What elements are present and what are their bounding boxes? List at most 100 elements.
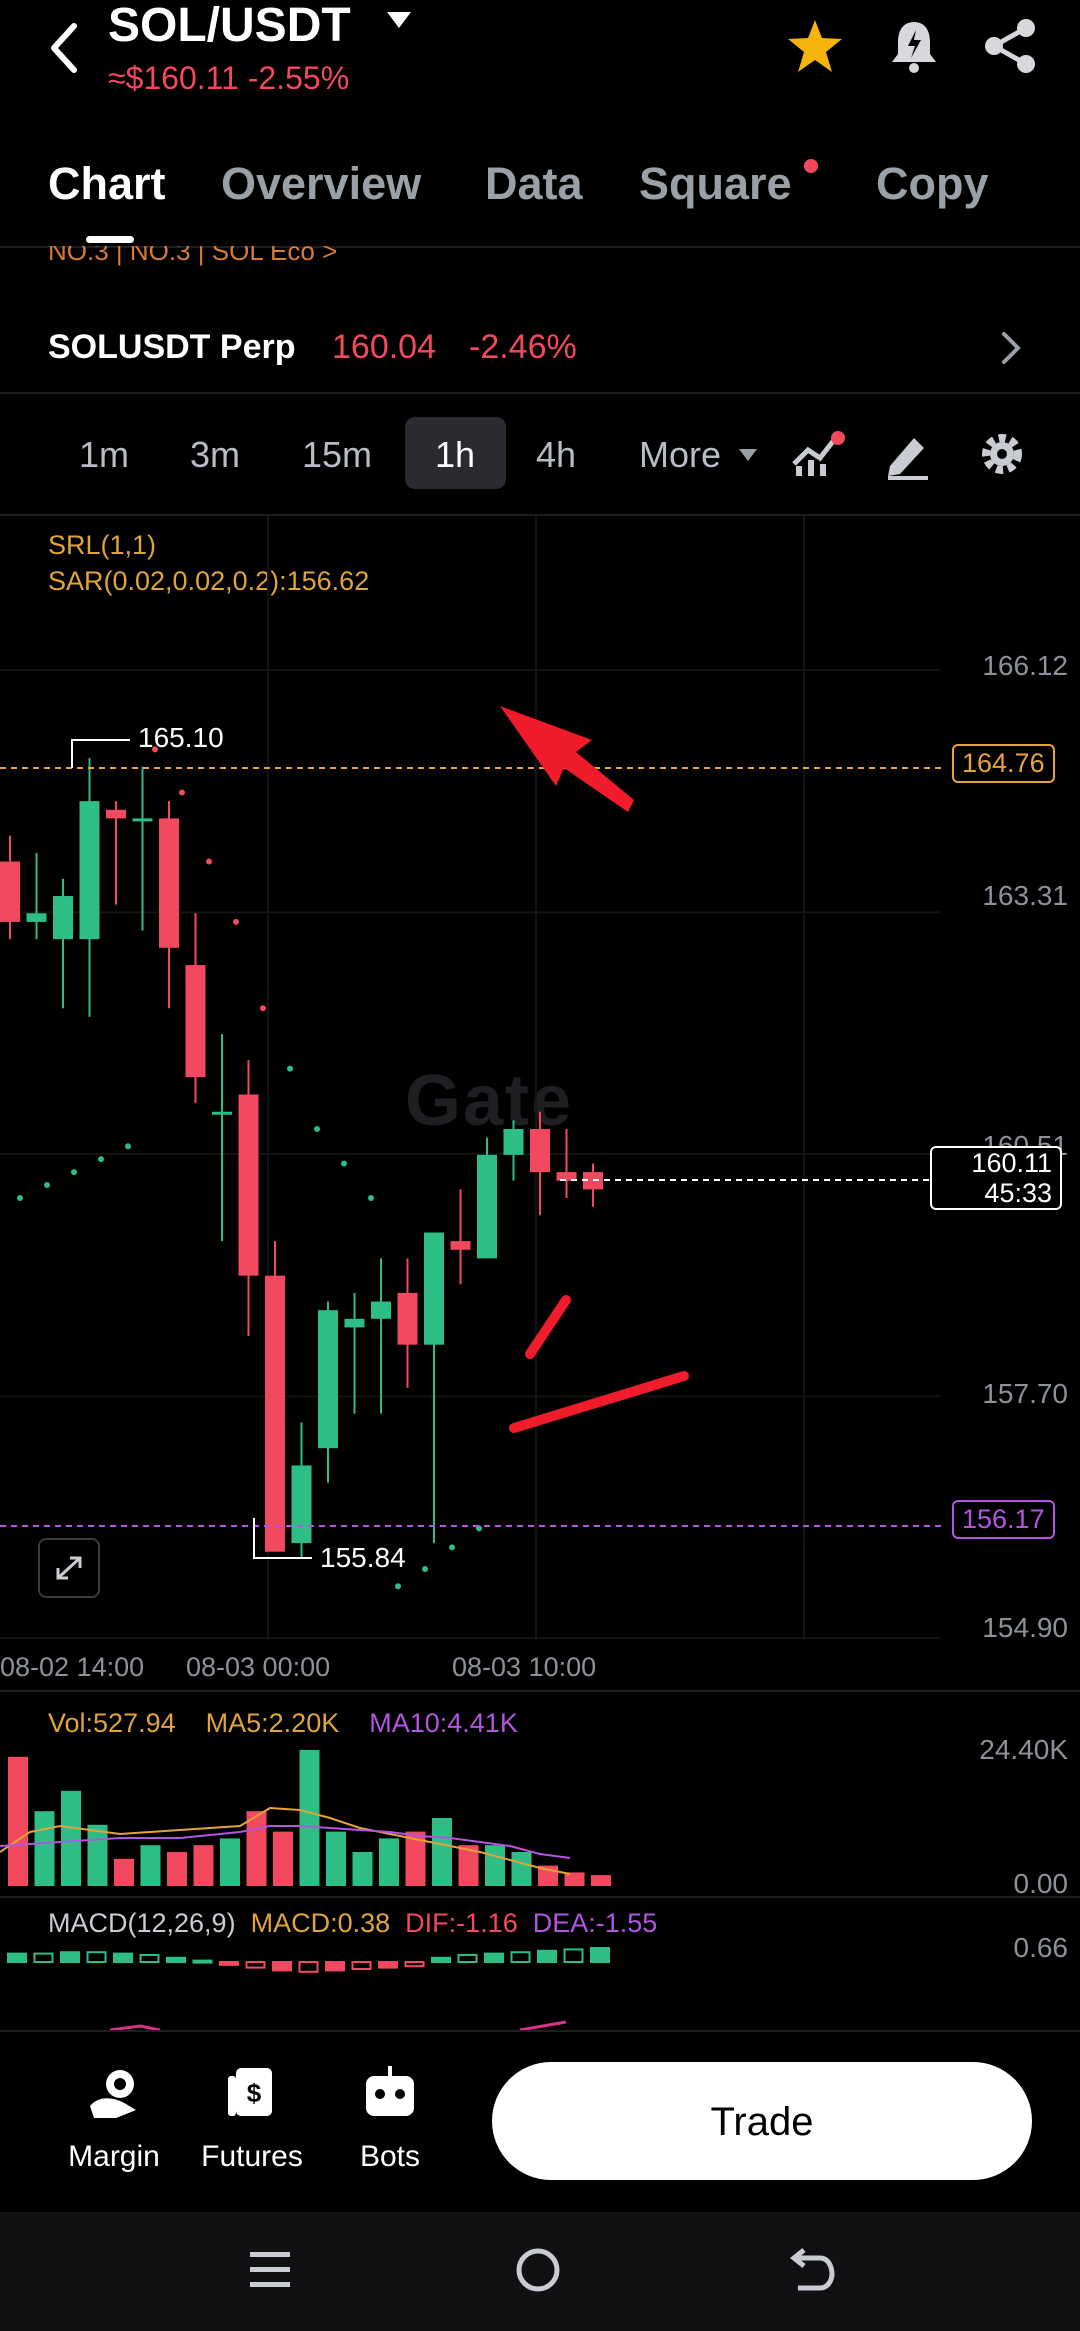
draw-tool-icon[interactable] bbox=[884, 430, 932, 480]
volume-bar bbox=[8, 1756, 28, 1886]
countdown: 45:33 bbox=[984, 1178, 1052, 1208]
expand-icon[interactable] bbox=[38, 1538, 100, 1598]
macd-bar bbox=[139, 1954, 160, 1963]
candle bbox=[344, 1318, 365, 1328]
home-icon[interactable] bbox=[514, 2246, 562, 2294]
price-axis-label: 154.90 bbox=[982, 1612, 1068, 1643]
candle bbox=[397, 1292, 418, 1345]
tab-chart[interactable]: Chart bbox=[48, 158, 166, 209]
volume-bar bbox=[193, 1845, 214, 1886]
candle bbox=[371, 1301, 391, 1319]
high-marker-line bbox=[71, 739, 130, 768]
price-axis-label: 157.70 bbox=[982, 1378, 1068, 1409]
tab-square[interactable]: Square bbox=[639, 158, 792, 209]
divider bbox=[0, 514, 1080, 516]
timeframe-1h[interactable]: 1h bbox=[435, 434, 476, 475]
low-marker-line bbox=[253, 1518, 312, 1559]
volume-bar bbox=[379, 1838, 399, 1886]
timeframe-3m[interactable]: 3m bbox=[190, 434, 241, 475]
macd-value: MACD:0.38 bbox=[250, 1908, 391, 1938]
candle bbox=[450, 1241, 471, 1250]
trade-button[interactable]: Trade bbox=[492, 2062, 1032, 2180]
time-axis-label: 08-02 14:00 bbox=[0, 1652, 145, 1682]
volume-value: Vol:527.94 bbox=[48, 1708, 176, 1738]
volume-bar bbox=[352, 1852, 373, 1886]
chevron-right-icon[interactable] bbox=[996, 328, 1026, 368]
volume-bar bbox=[326, 1831, 346, 1886]
price-tag-purple: 156.17 bbox=[952, 1500, 1055, 1539]
macd-bar bbox=[113, 1952, 133, 1963]
macd-bar bbox=[166, 1956, 186, 1964]
macd-bar bbox=[590, 1947, 610, 1963]
volume-bar bbox=[485, 1845, 505, 1886]
back-nav-icon[interactable] bbox=[786, 2248, 836, 2292]
timeframe-more[interactable]: More bbox=[639, 434, 722, 475]
tab-overview[interactable]: Overview bbox=[221, 158, 422, 209]
futures-icon[interactable]: $ bbox=[226, 2066, 276, 2122]
macd-bar bbox=[60, 1951, 80, 1963]
srl-indicator: SRL(1,1) bbox=[48, 530, 157, 560]
macd-bar bbox=[431, 1956, 451, 1964]
margin-icon[interactable] bbox=[86, 2066, 140, 2126]
candlestick-chart[interactable] bbox=[0, 516, 1080, 1696]
watermark-logo: Gate bbox=[405, 1061, 574, 1141]
ma5-line bbox=[0, 1806, 571, 1875]
bots-icon[interactable] bbox=[362, 2064, 418, 2122]
indicator-icon[interactable] bbox=[790, 430, 846, 478]
svg-text:$: $ bbox=[247, 2078, 262, 2108]
dea-line bbox=[519, 2020, 567, 2030]
sar-dot bbox=[314, 1125, 320, 1132]
sar-dot bbox=[44, 1182, 50, 1189]
perp-price: 160.04 bbox=[332, 328, 436, 366]
price-change: ≈$160.11 -2.55% bbox=[108, 60, 350, 96]
candle bbox=[26, 913, 47, 922]
bots-label[interactable]: Bots bbox=[359, 2140, 421, 2173]
volume-bar bbox=[140, 1845, 161, 1886]
sar-dot bbox=[125, 1143, 131, 1150]
volume-bar bbox=[405, 1831, 426, 1886]
timeframe-4h[interactable]: 4h bbox=[536, 434, 577, 475]
macd-bar bbox=[33, 1952, 54, 1963]
chevron-down-icon[interactable] bbox=[385, 10, 413, 30]
caret-down-icon[interactable] bbox=[738, 448, 758, 462]
volume-bar bbox=[246, 1811, 267, 1886]
system-nav-bar bbox=[0, 2212, 1080, 2331]
volume-bar bbox=[432, 1818, 452, 1886]
futures-label[interactable]: Futures bbox=[201, 2140, 303, 2173]
menu-icon[interactable] bbox=[248, 2248, 292, 2292]
annotation-arrow-icon bbox=[500, 706, 634, 812]
candle bbox=[132, 818, 153, 822]
volume-bar bbox=[220, 1838, 240, 1886]
candle bbox=[79, 801, 100, 940]
timeframe-15m[interactable]: 15m bbox=[302, 434, 373, 475]
macd-bar bbox=[457, 1954, 478, 1963]
margin-label[interactable]: Margin bbox=[68, 2140, 160, 2173]
macd-chart bbox=[7, 1947, 610, 2030]
timeframe-1m[interactable]: 1m bbox=[79, 434, 130, 475]
sar-dot bbox=[98, 1156, 104, 1163]
star-icon[interactable] bbox=[786, 18, 844, 74]
sar-dot bbox=[260, 1005, 266, 1012]
divider bbox=[0, 1896, 1080, 1898]
sar-dot bbox=[233, 918, 239, 925]
tab-copy[interactable]: Copy bbox=[876, 158, 989, 209]
current-price: 160.11 bbox=[971, 1148, 1052, 1178]
ranking-strip[interactable]: NO.3 | NO.3 | SOL Eco > bbox=[48, 236, 338, 266]
price-axis-label: 166.12 bbox=[982, 650, 1068, 681]
time-axis-label: 08-03 00:00 bbox=[186, 1652, 331, 1682]
annotation-mark bbox=[525, 1295, 571, 1359]
share-icon[interactable] bbox=[980, 16, 1040, 76]
gear-icon[interactable] bbox=[976, 428, 1028, 480]
active-timeframe-bg bbox=[405, 417, 506, 489]
sar-dot bbox=[395, 1583, 401, 1590]
candle bbox=[265, 1275, 285, 1552]
bell-icon[interactable] bbox=[884, 16, 944, 76]
sar-dot bbox=[422, 1565, 428, 1572]
candle bbox=[318, 1310, 338, 1449]
low-price-label: 155.84 bbox=[320, 1542, 406, 1573]
candle bbox=[238, 1094, 259, 1276]
back-icon[interactable] bbox=[44, 18, 84, 78]
macd-bar bbox=[86, 1951, 107, 1963]
tab-data[interactable]: Data bbox=[485, 158, 583, 209]
pair-title[interactable]: SOL/USDT bbox=[108, 0, 351, 52]
